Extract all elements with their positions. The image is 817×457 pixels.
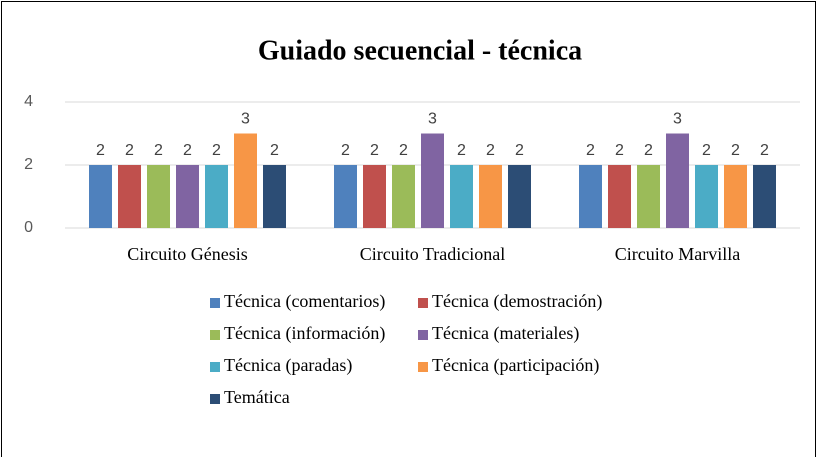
data-label: 2 (731, 142, 740, 159)
bar (579, 165, 602, 228)
bar (608, 165, 631, 228)
legend-label: Técnica (demostración) (432, 291, 602, 312)
bar (147, 165, 170, 228)
y-tick-label: 2 (24, 156, 33, 173)
data-label: 3 (428, 111, 437, 128)
legend-swatch (210, 362, 220, 372)
bar (363, 165, 386, 228)
bar (753, 165, 776, 228)
bar (205, 165, 228, 228)
legend-label: Técnica (paradas) (224, 355, 352, 376)
data-label: 2 (486, 142, 495, 159)
bar (89, 165, 112, 228)
legend-label: Temática (224, 387, 290, 407)
data-label: 2 (615, 142, 624, 159)
legend-swatch (210, 394, 220, 404)
bar (479, 165, 502, 228)
bar (263, 165, 286, 228)
bar (450, 165, 473, 228)
data-label: 2 (270, 142, 279, 159)
data-label: 2 (183, 142, 192, 159)
data-label: 2 (341, 142, 350, 159)
chart-title: Guiado secuencial - técnica (258, 35, 582, 66)
data-label: 2 (154, 142, 163, 159)
x-tick-label: Circuito Marvilla (615, 244, 740, 264)
bar (724, 165, 747, 228)
legend-swatch (418, 298, 428, 308)
data-label: 2 (370, 142, 379, 159)
legend-swatch (210, 298, 220, 308)
bar (637, 165, 660, 228)
bar (666, 133, 689, 228)
data-label: 3 (241, 111, 250, 128)
bar (421, 133, 444, 228)
y-tick-label: 0 (24, 219, 33, 236)
data-label: 2 (212, 142, 221, 159)
data-label: 3 (673, 111, 682, 128)
data-label: 2 (457, 142, 466, 159)
x-tick-label: Circuito Génesis (127, 244, 247, 264)
bar (118, 165, 141, 228)
data-label: 2 (702, 142, 711, 159)
data-label: 2 (125, 142, 134, 159)
data-label: 2 (586, 142, 595, 159)
bar (695, 165, 718, 228)
legend-label: Técnica (participación) (432, 355, 599, 376)
bar (334, 165, 357, 228)
legend-swatch (210, 330, 220, 340)
bar (234, 133, 257, 228)
x-tick-label: Circuito Tradicional (360, 244, 506, 264)
data-label: 2 (760, 142, 769, 159)
bar (176, 165, 199, 228)
data-label: 2 (96, 142, 105, 159)
legend-label: Técnica (información) (224, 323, 385, 344)
bar (508, 165, 531, 228)
legend-label: Técnica (comentarios) (224, 291, 385, 312)
legend-swatch (418, 362, 428, 372)
y-tick-label: 4 (24, 93, 33, 110)
legend-label: Técnica (materiales) (432, 323, 579, 344)
data-label: 2 (515, 142, 524, 159)
data-label: 2 (644, 142, 653, 159)
legend-swatch (418, 330, 428, 340)
bar (392, 165, 415, 228)
data-label: 2 (399, 142, 408, 159)
